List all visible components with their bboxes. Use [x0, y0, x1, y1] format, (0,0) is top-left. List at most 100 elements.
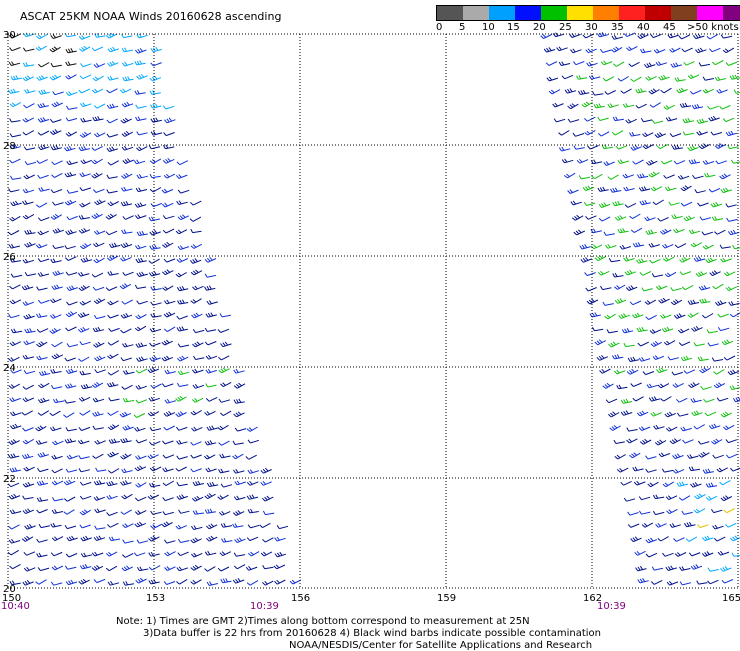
- wind-barb: [672, 453, 684, 460]
- wind-barb: [602, 301, 614, 306]
- wind-barb: [64, 199, 77, 206]
- wind-barb: [37, 62, 50, 68]
- wind-barb: [175, 229, 188, 235]
- wind-barb: [204, 508, 216, 514]
- wind-barb: [611, 35, 623, 40]
- wind-barb: [134, 60, 146, 66]
- wind-barb: [192, 341, 204, 348]
- wind-barb: [121, 229, 133, 234]
- legend-tick-label: 15: [507, 22, 520, 33]
- wind-barb: [232, 523, 244, 528]
- wind-barb: [176, 285, 189, 292]
- wind-barb: [177, 245, 190, 250]
- wind-barb: [702, 535, 714, 542]
- wind-barb: [91, 551, 104, 557]
- wind-barb: [719, 244, 731, 249]
- wind-barb: [653, 424, 665, 430]
- wind-barb: [49, 410, 61, 417]
- wind-barb: [636, 326, 648, 332]
- wind-barb: [717, 313, 729, 318]
- wind-barb: [220, 381, 232, 388]
- wind-barb: [726, 453, 738, 459]
- wind-barb: [623, 342, 635, 348]
- wind-barb: [645, 229, 657, 235]
- wind-barb: [619, 244, 632, 250]
- wind-barb: [79, 45, 91, 52]
- wind-barb: [678, 495, 691, 501]
- wind-barb: [650, 341, 662, 347]
- wind-barb: [627, 356, 640, 362]
- wind-barb: [730, 467, 740, 472]
- wind-barb: [698, 62, 710, 67]
- wind-barb: [51, 468, 63, 474]
- wind-barb: [556, 46, 568, 52]
- wind-barb: [590, 159, 603, 165]
- wind-barb: [63, 412, 75, 418]
- wind-barb: [607, 174, 619, 180]
- wind-barb: [91, 382, 104, 388]
- wind-barb: [148, 216, 160, 222]
- wind-barb: [78, 88, 90, 94]
- wind-barb: [190, 579, 202, 585]
- wind-barb: [51, 284, 63, 290]
- wind-barb: [720, 566, 732, 572]
- wind-barb: [37, 117, 50, 123]
- wind-barb: [688, 552, 701, 557]
- wind-barb: [162, 440, 174, 445]
- wind-barb: [590, 228, 602, 234]
- wind-barb: [120, 186, 133, 192]
- wind-barb: [37, 468, 49, 473]
- wind-barb: [687, 74, 700, 79]
- wind-barb: [711, 357, 724, 362]
- wind-barb: [93, 242, 105, 248]
- wind-barb: [218, 398, 231, 403]
- wind-barb: [177, 538, 190, 543]
- wind-barb: [120, 437, 132, 444]
- wind-barb: [699, 216, 712, 221]
- wind-barb: [134, 510, 147, 515]
- wind-barb: [164, 117, 176, 124]
- wind-barb: [37, 130, 50, 136]
- wind-barb: [134, 284, 147, 289]
- wind-barb: [148, 551, 160, 557]
- wind-barb: [164, 551, 176, 557]
- wind-barb: [24, 88, 36, 94]
- wind-barb: [107, 468, 120, 474]
- wind-barb: [233, 368, 245, 374]
- wind-barb: [150, 383, 162, 389]
- wind-barb: [162, 241, 174, 248]
- wind-barb: [50, 522, 62, 528]
- wind-barb: [121, 468, 133, 474]
- wind-barb: [247, 469, 259, 474]
- wind-barb: [120, 256, 132, 262]
- wind-barb: [64, 399, 76, 404]
- wind-barb: [121, 493, 133, 500]
- wind-barb: [190, 525, 203, 530]
- wind-barb: [691, 103, 704, 110]
- wind-barb: [147, 367, 159, 374]
- wind-barb: [670, 287, 682, 292]
- wind-barb: [246, 536, 259, 542]
- wind-barb: [122, 424, 134, 431]
- wind-barb: [673, 160, 686, 165]
- wind-barb: [163, 299, 176, 305]
- wind-barb: [93, 188, 105, 193]
- wind-barb: [543, 47, 556, 53]
- wind-barb: [635, 88, 647, 94]
- wind-barb: [717, 550, 730, 556]
- wind-barb: [9, 299, 22, 305]
- wind-barb: [176, 174, 188, 179]
- wind-barb: [50, 581, 63, 586]
- wind-barb: [107, 270, 119, 276]
- wind-barb: [192, 285, 204, 291]
- wind-barb: [546, 76, 559, 82]
- wind-barb: [645, 468, 657, 473]
- wind-barb: [175, 466, 187, 472]
- wind-barb: [9, 47, 21, 52]
- wind-barb: [50, 298, 62, 304]
- wind-barb: [64, 145, 76, 152]
- wind-barb: [107, 340, 120, 346]
- wind-barb: [217, 566, 230, 572]
- wind-barb: [106, 494, 118, 500]
- wind-barb: [64, 525, 77, 530]
